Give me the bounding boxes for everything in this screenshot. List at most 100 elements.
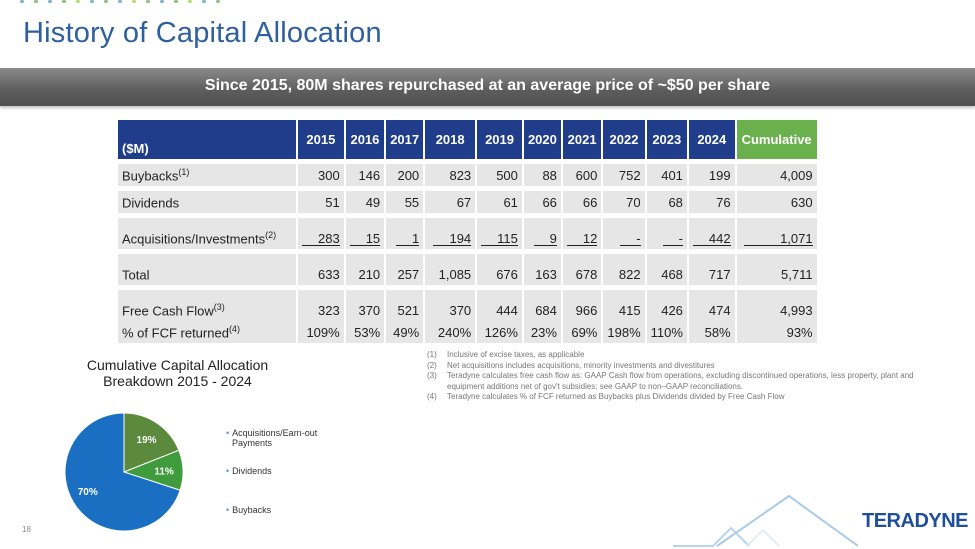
teradyne-logo-icon — [673, 494, 858, 547]
table-cell: 76 — [688, 191, 735, 213]
cell-value: 444 — [496, 303, 518, 318]
cell-value: 126% — [484, 324, 518, 340]
table-row: Dividends 51 49 55 67 61 66 66 70 68 76 630 — [118, 191, 817, 213]
cell-value: 109% — [306, 324, 340, 340]
cell-value: 146 — [358, 167, 381, 183]
cumulative-cell: 5,711 — [736, 254, 817, 285]
cell-value: 468 — [661, 267, 683, 282]
pie-slice-acquisitions — [123, 412, 180, 473]
cell-value: 1,071 — [744, 232, 813, 246]
table-cell: 9 — [523, 218, 561, 249]
pie-title-line: Cumulative Capital Allocation — [86, 357, 269, 373]
table-cell: 500 — [477, 164, 522, 186]
cell-value: 4,009 — [780, 167, 813, 183]
year-header: 2022 — [603, 120, 645, 159]
table-cell: 257 — [386, 254, 424, 285]
table-cell: 194 — [425, 218, 476, 249]
page-title: History of Capital Allocation — [23, 17, 382, 49]
legend-label: Acquisitions/Earn-out — [232, 428, 318, 438]
footnote-marker: (4) — [228, 323, 240, 334]
cell-value: 521 — [397, 303, 420, 318]
cell-value: 323 — [318, 303, 340, 318]
footnote: (4) Teradyne calculates % of FCF returned… — [427, 392, 927, 403]
cell-value: 633 — [318, 267, 340, 282]
cell-value: - — [662, 232, 683, 246]
cumulative-header: Cumulative — [736, 120, 817, 159]
cell-value: 474 — [708, 303, 731, 318]
table-cell: 240% — [425, 321, 476, 343]
footnote-number: (3) — [427, 371, 437, 380]
cell-value: 12 — [566, 232, 598, 246]
year-header: 2021 — [562, 120, 602, 159]
legend-label: Buybacks — [232, 505, 272, 515]
table-cell: 88 — [523, 164, 561, 186]
table-cell: 633 — [298, 254, 344, 285]
footnote: (3) Teradyne calculates free cash flow as… — [427, 371, 927, 392]
cell-value: 300 — [318, 167, 340, 183]
cell-value: 200 — [397, 167, 420, 183]
footnote-text: Inclusive of excise taxes, as applicable — [447, 350, 585, 359]
cell-value: 401 — [661, 167, 683, 183]
cell-value: 93% — [786, 324, 813, 340]
pie-slice-buybacks — [64, 412, 181, 532]
table-cell: 126% — [477, 321, 522, 343]
table-header-row: ($M) 2015 2016 2017 2018 2019 2020 2021 … — [118, 120, 817, 159]
table-cell: 323 — [298, 290, 344, 321]
table-cell: 53% — [345, 321, 385, 343]
table-cell: 66 — [523, 191, 561, 213]
table-cell: 684 — [523, 290, 561, 321]
cell-value: 1 — [395, 232, 420, 246]
table-cell: 823 — [425, 164, 476, 186]
cell-value: 426 — [661, 303, 683, 318]
table-cell: 521 — [386, 290, 424, 321]
legend-bullet: • — [226, 505, 230, 515]
table-cell: 822 — [603, 254, 645, 285]
cell-value: 49 — [365, 194, 381, 210]
footnotes: (1) Inclusive of excise taxes, as applica… — [427, 350, 927, 403]
cell-value: 53% — [354, 324, 381, 340]
footnote-number: (4) — [427, 392, 437, 401]
table-cell: 67 — [425, 191, 476, 213]
cell-value: 76 — [716, 194, 731, 210]
table-cell: 717 — [688, 254, 735, 285]
table-cell: 51 — [298, 191, 344, 213]
table-cell: 1,085 — [425, 254, 476, 285]
brand-wordmark: TERADYNE — [862, 510, 969, 532]
row-label-text: Acquisitions/Investments — [122, 231, 266, 246]
table-cell: 23% — [523, 321, 561, 343]
cell-value: 370 — [449, 303, 472, 318]
page-number: 18 — [22, 525, 31, 534]
row-label-text: Free Cash Flow — [122, 303, 214, 318]
footnote-marker: (1) — [178, 166, 190, 177]
table-row: Free Cash Flow(3) 323 370 521 370 444 684 966 41… — [118, 290, 817, 321]
table-row: % of FCF returned(4) 109% 53% 49% 240% 126% 23… — [118, 321, 817, 343]
cell-value: 68 — [668, 194, 683, 210]
pie-title: Cumulative Capital Allocation Breakdown … — [70, 357, 285, 389]
pie-slice-label: 70% — [78, 487, 98, 498]
table-cell: 401 — [646, 164, 687, 186]
cell-value: 55 — [404, 194, 420, 210]
cell-value: 58% — [704, 324, 731, 340]
footnote-text: Teradyne calculates free cash flow as: G… — [447, 371, 914, 391]
year-header: 2015 — [298, 120, 344, 159]
footnote-marker: (2) — [265, 229, 277, 240]
cell-value: 240% — [437, 324, 472, 340]
year-header: 2016 — [345, 120, 385, 159]
cell-value: 717 — [708, 267, 731, 282]
cell-value: 600 — [575, 167, 598, 183]
footnote-marker: (3) — [213, 301, 225, 312]
table-cell: 115 — [477, 218, 522, 249]
footnote-text: Net acquisitions includes acquisitions, … — [447, 360, 715, 370]
cumulative-cell: 630 — [736, 191, 817, 213]
table-cell: 300 — [298, 164, 344, 186]
cell-value: 199 — [708, 167, 731, 183]
allocation-pie-chart: 19% 11% 70% — [64, 412, 184, 532]
table-row: Total 633 210 257 1,085 676 163 678 822 468 717 5,7… — [118, 254, 817, 285]
cell-value: 9 — [533, 232, 557, 246]
table-cell: 69% — [562, 321, 602, 343]
table-row: Acquisitions/Investments(2) 283 15 1 194 115 9… — [118, 218, 817, 249]
cell-value: 822 — [618, 267, 641, 282]
cell-value: 69% — [571, 324, 598, 340]
legend-item-dividends: • Dividends — [226, 466, 272, 476]
table-cell: 966 — [562, 290, 602, 321]
